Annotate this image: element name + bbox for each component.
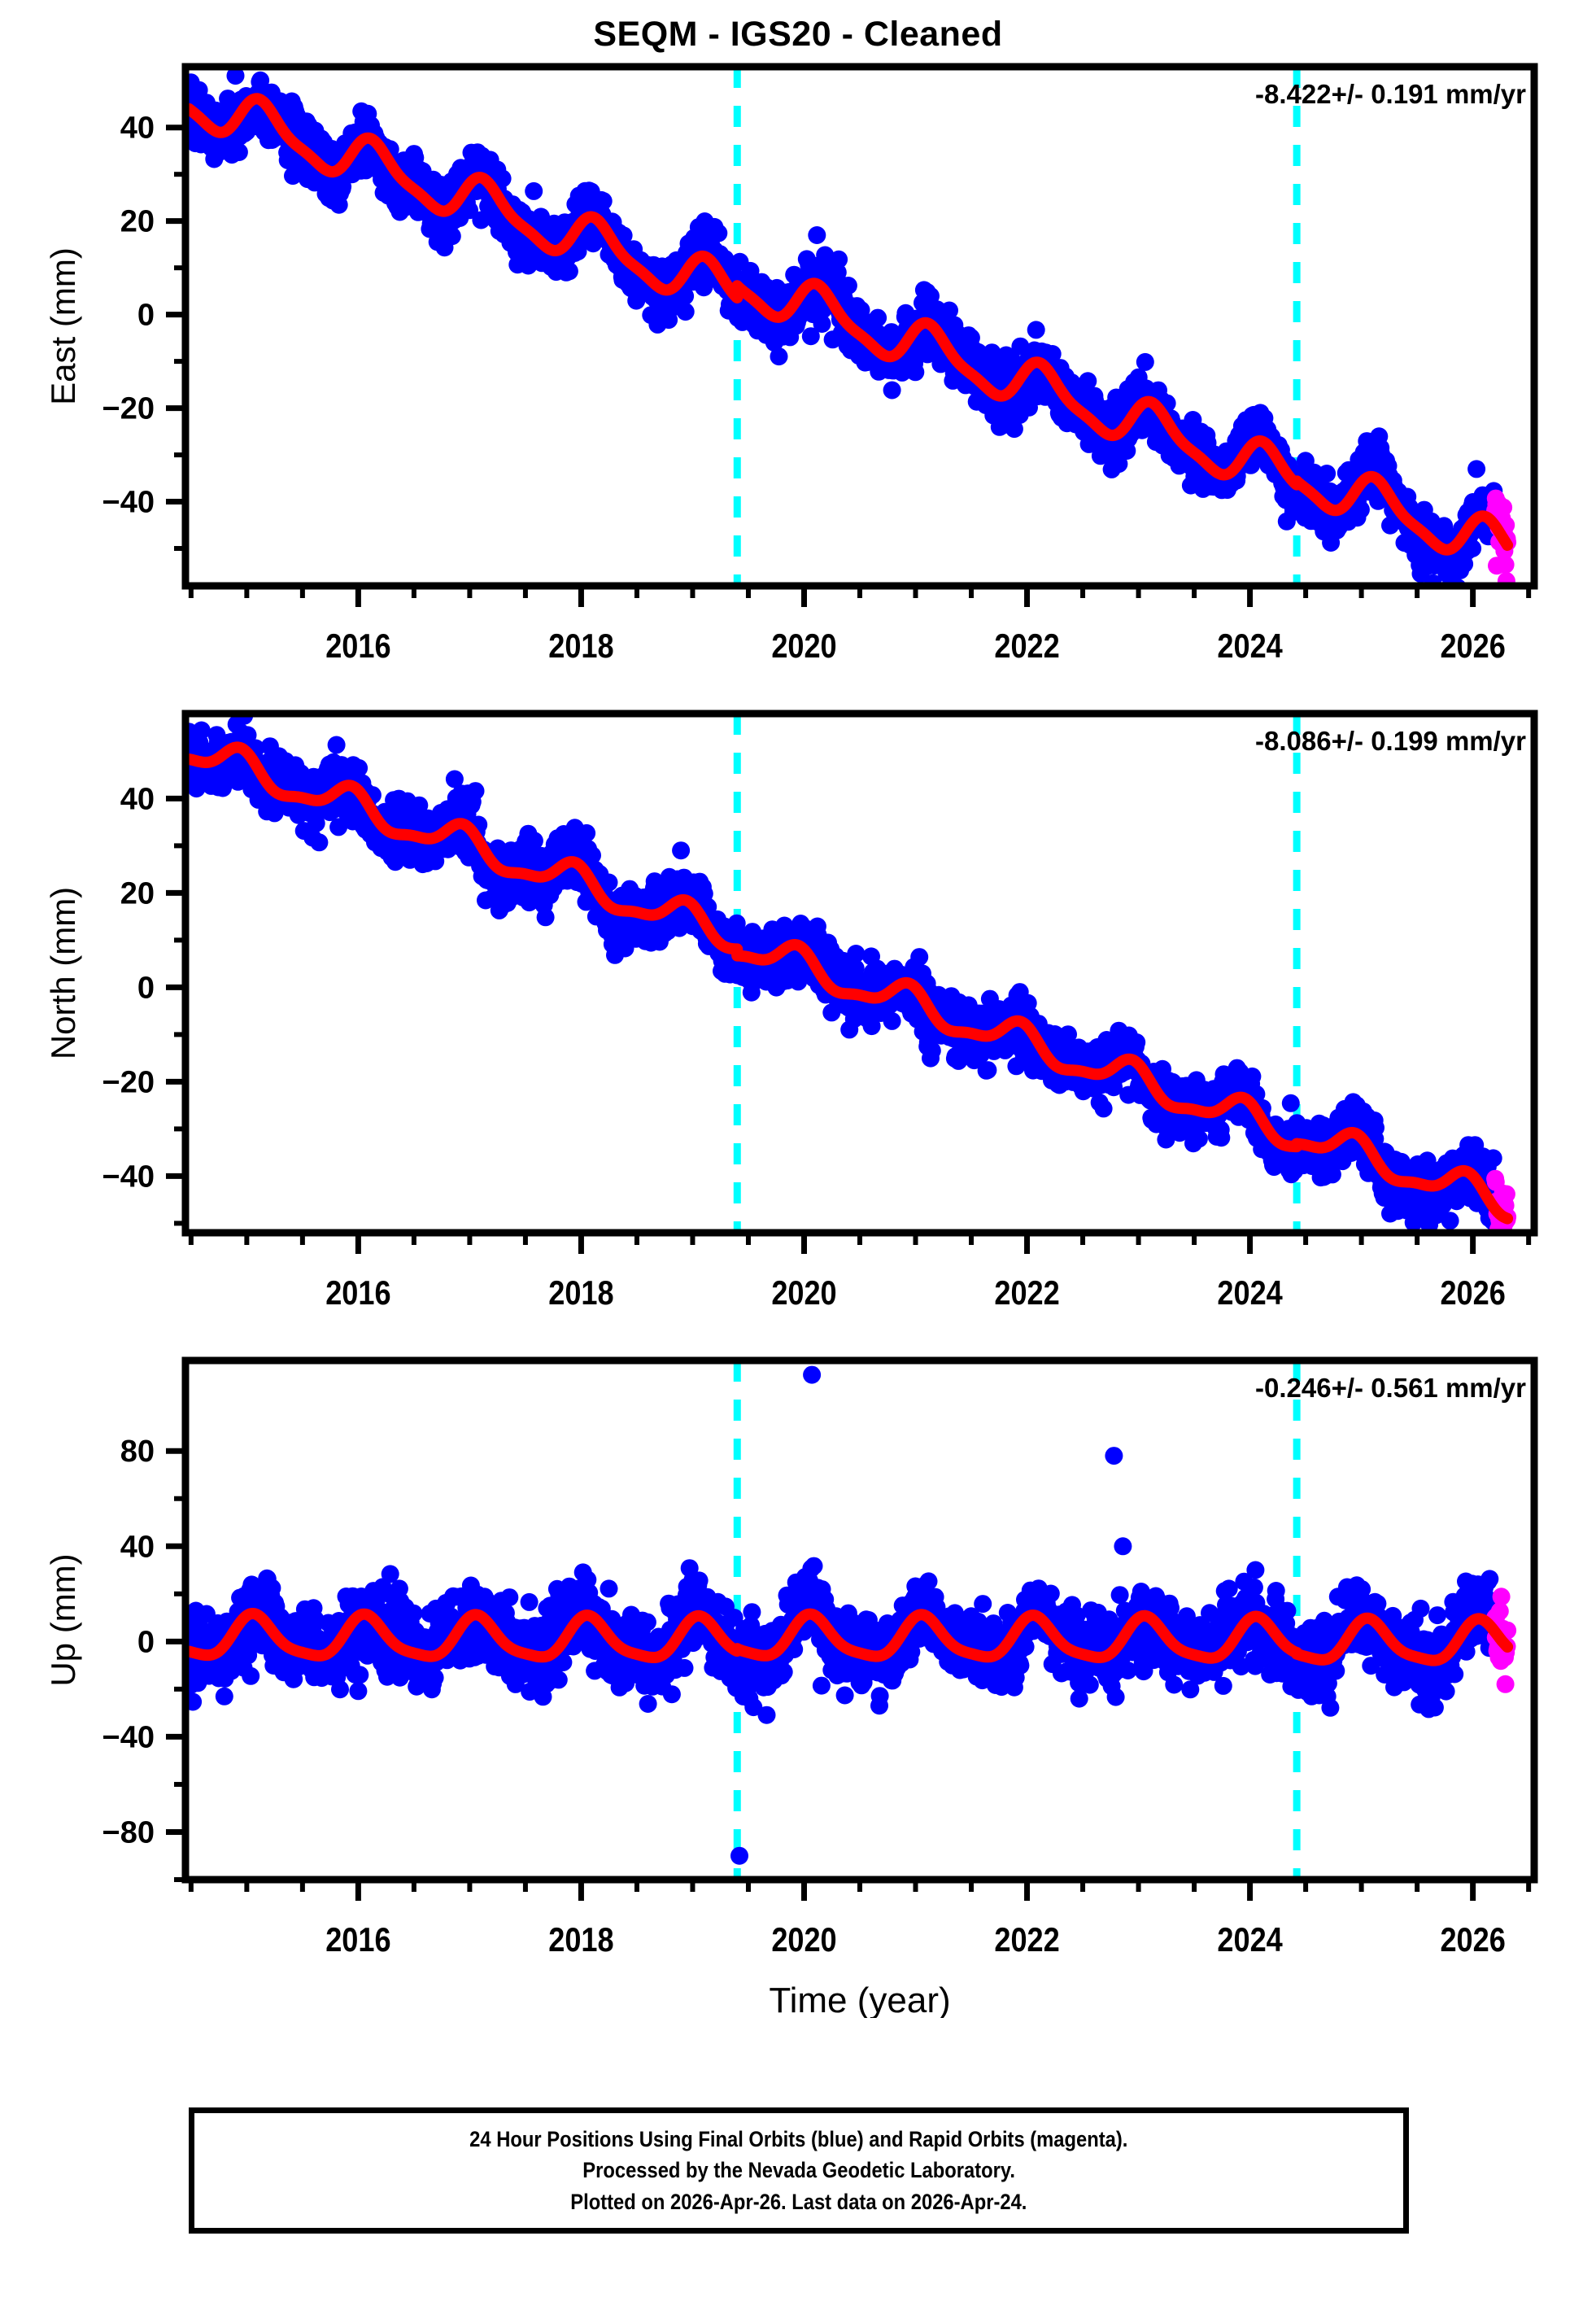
caption-line-3: Plotted on 2026-Apr-26. Last data on 202… (570, 2189, 1027, 2214)
x-tick-label: 2024 (1217, 628, 1283, 666)
model-fit-line (185, 741, 743, 962)
x-tick-label: 2018 (548, 1922, 613, 1959)
east-data-layer (185, 67, 1517, 586)
y-tick-label: 20 (120, 205, 155, 239)
model-fit-line (1291, 1612, 1514, 1666)
x-tick-label: 2018 (548, 628, 613, 666)
y-tick-label: 80 (120, 1435, 155, 1469)
x-axis-title: Time (year) (769, 1981, 950, 2018)
outlier-point-2 (1105, 1447, 1123, 1465)
model-fit-line (185, 93, 743, 304)
model-fit-line (731, 1608, 1303, 1664)
east-svg: 40 20 0 −20 −40 2016 2018 2020 2022 2024 2026 East … (44, 63, 1538, 666)
x-tick-label: 2024 (1217, 1922, 1283, 1959)
model-fit-line (1291, 470, 1514, 556)
outlier-point-1 (803, 1365, 822, 1384)
y-tick-label: 0 (137, 1625, 155, 1659)
y-tick-label: −80 (102, 1815, 155, 1850)
x-tick-label: 2016 (325, 628, 390, 666)
panel-up: 80 40 0 −40 −80 2016 2018 2020 2022 2024 2026 Up (m… (0, 1343, 1596, 2018)
up-rate-annotation: -0.246+/- 0.561 mm/yr (1255, 1373, 1526, 1403)
model-fit-line (731, 277, 1303, 490)
y-tick-label: −40 (102, 1720, 155, 1754)
up-y-axis-label: Up (mm) (44, 1553, 82, 1686)
panel-north: 40 20 0 −20 −40 2016 2018 2020 2022 2024 2026 North… (0, 696, 1596, 1339)
y-tick-label: −40 (102, 486, 155, 520)
x-tick-label: 2020 (771, 1275, 836, 1312)
x-tick-label: 2022 (994, 1922, 1059, 1959)
x-tick-label: 2026 (1440, 628, 1505, 666)
y-tick-label: 20 (120, 876, 155, 911)
y-tick-label: −20 (102, 392, 155, 426)
north-rate-annotation: -8.086+/- 0.199 mm/yr (1255, 726, 1526, 756)
x-tick-label: 2026 (1440, 1275, 1505, 1312)
y-tick-label: 0 (137, 971, 155, 1005)
y-tick-label: 40 (120, 782, 155, 816)
east-y-axis-label: East (mm) (44, 247, 82, 405)
east-rate-annotation: -8.422+/- 0.191 mm/yr (1255, 79, 1526, 109)
caption-line-2: Processed by the Nevada Geodetic Laborat… (582, 2158, 1015, 2183)
up-data-layer (185, 1360, 1517, 1880)
north-y-axis-label: North (mm) (44, 887, 82, 1059)
final-orbit-points (185, 714, 1504, 1233)
outlier-point-4 (1246, 1561, 1265, 1579)
model-fit-line (185, 1608, 743, 1663)
x-tick-label: 2024 (1217, 1275, 1283, 1312)
up-svg: 80 40 0 −40 −80 2016 2018 2020 2022 2024 2026 Up (m… (44, 1356, 1538, 2018)
model-fit-line (1291, 1127, 1514, 1225)
north-svg: 40 20 0 −20 −40 2016 2018 2020 2022 2024 2026 North… (44, 710, 1538, 1312)
panel-east: 40 20 0 −20 −40 2016 2018 2020 2022 2024 2026 East … (0, 49, 1596, 692)
y-tick-label: −20 (102, 1065, 155, 1099)
y-tick-label: 0 (137, 299, 155, 333)
x-tick-label: 2022 (994, 628, 1059, 666)
outlier-point-3 (1114, 1537, 1132, 1556)
caption-box: 24 Hour Positions Using Final Orbits (bl… (189, 2107, 1409, 2234)
x-tick-label: 2020 (771, 1922, 836, 1959)
north-data-layer (185, 714, 1517, 1233)
y-tick-label: 40 (120, 1530, 155, 1564)
x-tick-label: 2018 (548, 1275, 613, 1312)
final-orbit-points (185, 1365, 1504, 1865)
y-tick-label: 40 (120, 111, 155, 146)
x-tick-label: 2016 (325, 1922, 390, 1959)
x-tick-label: 2020 (771, 628, 836, 666)
outlier-point-5 (730, 1846, 748, 1865)
model-fit-line (731, 939, 1303, 1153)
x-tick-label: 2026 (1440, 1922, 1505, 1959)
y-tick-label: −40 (102, 1160, 155, 1194)
page-title: SEQM - IGS20 - Cleaned (593, 15, 1003, 54)
caption-line-1: 24 Hour Positions Using Final Orbits (bl… (469, 2127, 1128, 2151)
x-tick-label: 2016 (325, 1275, 390, 1312)
x-tick-label: 2022 (994, 1275, 1059, 1312)
